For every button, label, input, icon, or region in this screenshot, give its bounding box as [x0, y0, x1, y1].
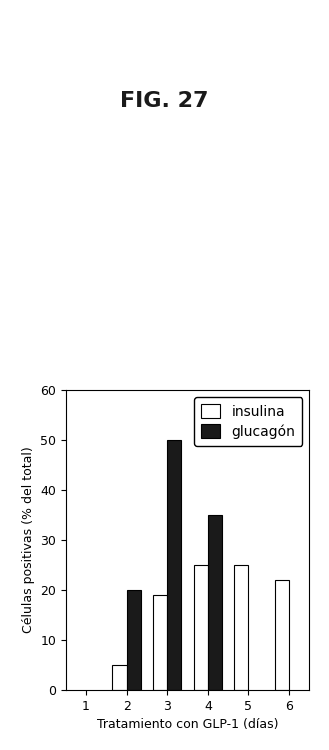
- Bar: [167, 440, 182, 690]
- Bar: [153, 595, 167, 690]
- Bar: [234, 565, 248, 690]
- Bar: [208, 515, 222, 690]
- Legend: insulina, glucagón: insulina, glucagón: [194, 397, 302, 446]
- Bar: [113, 665, 127, 690]
- Bar: [193, 565, 208, 690]
- Text: FIG. 27: FIG. 27: [120, 92, 209, 111]
- Y-axis label: Células positivas (% del total): Células positivas (% del total): [21, 447, 35, 633]
- X-axis label: Tratamiento con GLP-1 (días): Tratamiento con GLP-1 (días): [97, 718, 278, 731]
- Bar: [275, 580, 289, 690]
- Bar: [127, 590, 141, 690]
